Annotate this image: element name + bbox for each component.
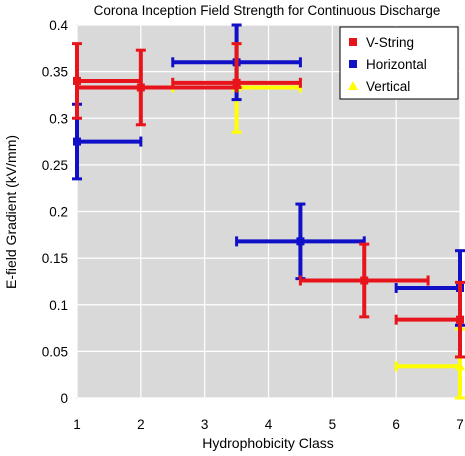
data-point	[232, 78, 241, 87]
y-tick-label: 0.25	[42, 158, 68, 173]
x-tick-label: 4	[265, 417, 273, 432]
legend-marker	[349, 38, 357, 46]
y-tick-label: 0.1	[49, 298, 68, 313]
x-tick-label: 5	[329, 417, 337, 432]
series-v-string	[72, 42, 465, 359]
data-point	[73, 137, 81, 146]
x-tick-label: 7	[456, 417, 464, 432]
legend-marker	[349, 60, 357, 68]
y-axis-label: E-field Gradient (kV/mm)	[3, 135, 19, 289]
y-tick-label: 0.15	[42, 251, 68, 266]
legend: V-String Horizontal Vertical	[339, 26, 459, 100]
data-point	[136, 83, 145, 92]
legend-box	[339, 26, 459, 100]
x-tick-label: 6	[392, 417, 400, 432]
x-tick-label: 3	[201, 417, 209, 432]
y-tick-label: 0.3	[49, 111, 68, 126]
legend-label: Horizontal	[366, 57, 427, 72]
data-point	[73, 76, 81, 85]
y-tick-label: 0.2	[49, 205, 68, 220]
x-axis-label: Hydrophobicity Class	[202, 435, 334, 451]
y-tick-labels: 0 0.05 0.1 0.15 0.2 0.25 0.3 0.35 0.4	[42, 18, 69, 406]
legend-label: V-String	[366, 35, 414, 50]
x-tick-label: 1	[73, 417, 81, 432]
data-point	[296, 237, 305, 246]
data-point	[456, 315, 464, 324]
y-tick-label: 0.05	[42, 344, 68, 359]
data-point	[360, 276, 369, 285]
data-point	[455, 361, 465, 371]
y-tick-label: 0.4	[49, 18, 68, 33]
chart-title: Corona Inception Field Strength for Cont…	[94, 3, 441, 18]
y-tick-label: 0	[60, 391, 68, 406]
legend-marker	[348, 81, 358, 90]
series-layer	[72, 23, 465, 400]
y-tick-label: 0.35	[42, 65, 68, 80]
x-tick-label: 2	[137, 417, 145, 432]
x-tick-labels: 1 2 3 4 5 6 7	[73, 417, 464, 432]
legend-label: Vertical	[366, 79, 410, 94]
